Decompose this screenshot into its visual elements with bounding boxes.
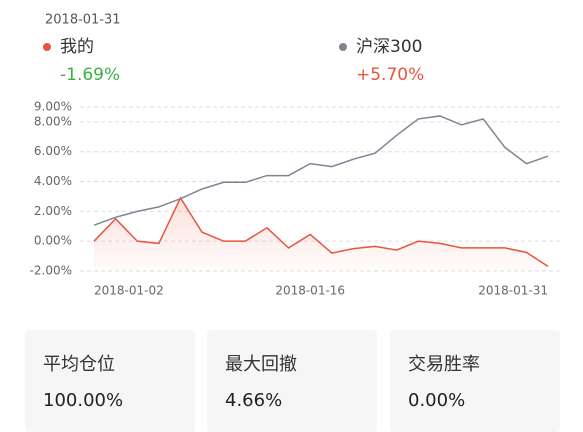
header-date: 2018-01-31 xyxy=(45,13,121,28)
legend-return: -1.69% xyxy=(60,65,120,85)
stat-value: 0.00% xyxy=(408,390,466,411)
x-tick-label: 2018-01-16 xyxy=(275,284,345,298)
y-tick-label: -2.00% xyxy=(30,264,72,278)
y-tick-label: 2.00% xyxy=(34,204,72,218)
chart: 2018-01-31 我的 -1.69% 沪深300 +5.70% -2.00% 0.00… xyxy=(30,13,560,298)
stat-card: 最大回撤 4.66% xyxy=(207,330,377,432)
y-tick-label: 8.00% xyxy=(34,114,72,128)
y-tick-label: 6.00% xyxy=(34,144,72,158)
series-line xyxy=(93,196,549,268)
stat-value: 100.00% xyxy=(43,390,124,411)
stat-card: 交易胜率 0.00% xyxy=(390,330,560,432)
stat-label: 平均仓位 xyxy=(43,354,115,375)
legend-dot xyxy=(43,43,51,51)
legend-dot xyxy=(339,43,347,51)
legend-return: +5.70% xyxy=(356,65,424,85)
series-line xyxy=(93,115,549,226)
stat-card: 平均仓位 100.00% xyxy=(25,330,195,432)
y-tick-label: 4.00% xyxy=(34,174,72,188)
x-tick-label: 2018-01-31 xyxy=(478,284,548,298)
legend-label: 沪深300 xyxy=(356,37,422,57)
x-tick-label: 2018-01-02 xyxy=(94,284,164,298)
y-tick-label: 0.00% xyxy=(34,234,72,248)
stat-value: 4.66% xyxy=(225,390,283,411)
stat-label: 交易胜率 xyxy=(408,354,480,375)
area xyxy=(94,197,548,271)
legend-label: 我的 xyxy=(60,37,94,57)
y-tick-label: 9.00% xyxy=(34,100,72,114)
stat-label: 最大回撤 xyxy=(225,354,297,375)
